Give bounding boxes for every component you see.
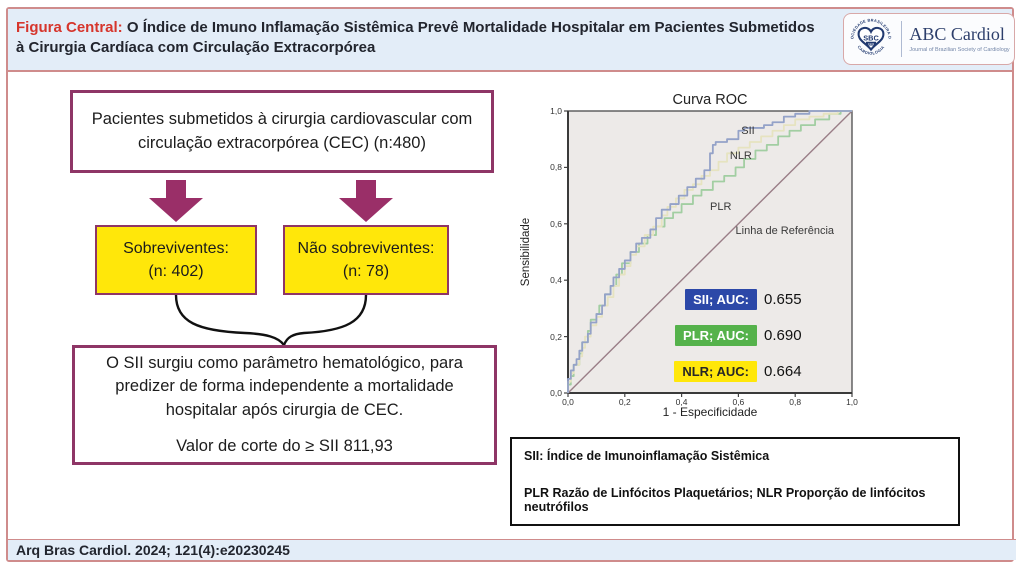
heart-icon bbox=[857, 26, 885, 52]
legend-chip: SII; AUC: bbox=[685, 288, 757, 310]
patients-box-text: Pacientes submetidos à cirurgia cardiova… bbox=[91, 110, 473, 152]
emblem-banner bbox=[866, 41, 877, 46]
logo-divider bbox=[901, 21, 903, 57]
journal-subtitle: Journal of Brazilian Society of Cardiolo… bbox=[909, 46, 1010, 53]
sbc-emblem-icon: SOCIEDADE BRASILEIRA DE CARDIOLOGIA SBC … bbox=[848, 16, 892, 56]
figure-title: Figura Central: O Índice de Imuno Inflam… bbox=[16, 18, 816, 59]
nonsurvivors-box: Não sobreviventes: (n: 78) bbox=[283, 225, 449, 295]
legend-value: 0.690 bbox=[764, 326, 802, 344]
emblem-year: 1943 bbox=[868, 42, 875, 46]
x-tick-label: 1,0 bbox=[846, 397, 858, 407]
conclusion-text: O SII surgiu como parâmetro hematológico… bbox=[106, 354, 463, 419]
legend-value: 0.655 bbox=[764, 290, 802, 308]
y-tick-label: 0,0 bbox=[550, 388, 562, 398]
y-axis-label: Sensibilidade bbox=[520, 217, 532, 287]
x-tick-label: 0,8 bbox=[789, 397, 802, 407]
chart-title: Curva ROC bbox=[672, 92, 748, 108]
curve-label-nlr: NLR bbox=[729, 150, 752, 163]
conclusion-box: O SII surgiu como parâmetro hematológico… bbox=[72, 345, 497, 465]
journal-block: ABC Cardiol Journal of Brazilian Society… bbox=[909, 24, 1010, 53]
footnote-line1: SII: Índice de Imunoinflamação Sistêmica bbox=[524, 449, 770, 463]
x-tick-label: 0,0 bbox=[562, 397, 574, 407]
legend-row: SII; AUC: 0.655 bbox=[568, 286, 812, 312]
legend-value: 0.664 bbox=[764, 362, 802, 380]
nonsurvivors-line2: (n: 78) bbox=[342, 263, 390, 280]
x-tick-label: 0,4 bbox=[675, 397, 688, 407]
curve-label-sii: SII bbox=[741, 124, 755, 137]
y-tick-label: 0,6 bbox=[550, 218, 562, 229]
legend-chip: PLR; AUC: bbox=[675, 324, 757, 346]
figure-title-text: O Índice de Imuno Inflamação Sistêmica P… bbox=[16, 19, 815, 57]
x-tick-label: 0,6 bbox=[732, 397, 745, 407]
abbreviation-box: SII: Índice de Imunoinflamação Sistêmica… bbox=[510, 437, 960, 526]
y-tick-label: 1,0 bbox=[550, 106, 562, 116]
footnote-line2: PLR Razão de Linfócitos Plaquetários; NL… bbox=[524, 486, 926, 514]
footer: Arq Bras Cardiol. 2024; 121(4):e20230245 bbox=[8, 539, 1016, 560]
survivors-line2: (n: 402) bbox=[148, 263, 204, 280]
header: Figura Central: O Índice de Imuno Inflam… bbox=[8, 9, 1015, 72]
figure-label: Figura Central: bbox=[16, 19, 123, 36]
y-tick-label: 0,4 bbox=[550, 275, 562, 286]
patients-box: Pacientes submetidos à cirurgia cardiova… bbox=[70, 90, 494, 173]
journal-name: ABC Cardiol bbox=[909, 24, 1005, 45]
y-tick-label: 0,2 bbox=[550, 331, 562, 342]
footer-citation: Arq Bras Cardiol. 2024; 121(4):e20230245 bbox=[16, 542, 290, 558]
curve-label-linha-de-refer-ncia: Linha de Referência bbox=[735, 224, 835, 237]
emblem-acronym: SBC bbox=[864, 33, 880, 42]
survivors-line1: Sobreviventes: bbox=[123, 239, 229, 257]
y-tick-label: 0,8 bbox=[550, 162, 562, 173]
curve-label-plr: PLR bbox=[710, 200, 732, 213]
legend-row: NLR; AUC: 0.664 bbox=[568, 358, 812, 384]
roc-plot-svg bbox=[564, 110, 853, 397]
survivors-box: Sobreviventes: (n: 402) bbox=[95, 225, 257, 295]
cutoff-text: Valor de corte do ≥ SII 811,93 bbox=[176, 436, 393, 455]
legend-row: PLR; AUC: 0.690 bbox=[568, 322, 812, 348]
x-axis-label: 1 - Especificidade bbox=[662, 405, 758, 419]
x-tick-label: 0,2 bbox=[618, 397, 631, 407]
legend-chip: NLR; AUC: bbox=[674, 360, 757, 382]
logo-card: SOCIEDADE BRASILEIRA DE CARDIOLOGIA SBC … bbox=[843, 13, 1015, 65]
nonsurvivors-line1: Não sobreviventes: bbox=[297, 239, 435, 257]
